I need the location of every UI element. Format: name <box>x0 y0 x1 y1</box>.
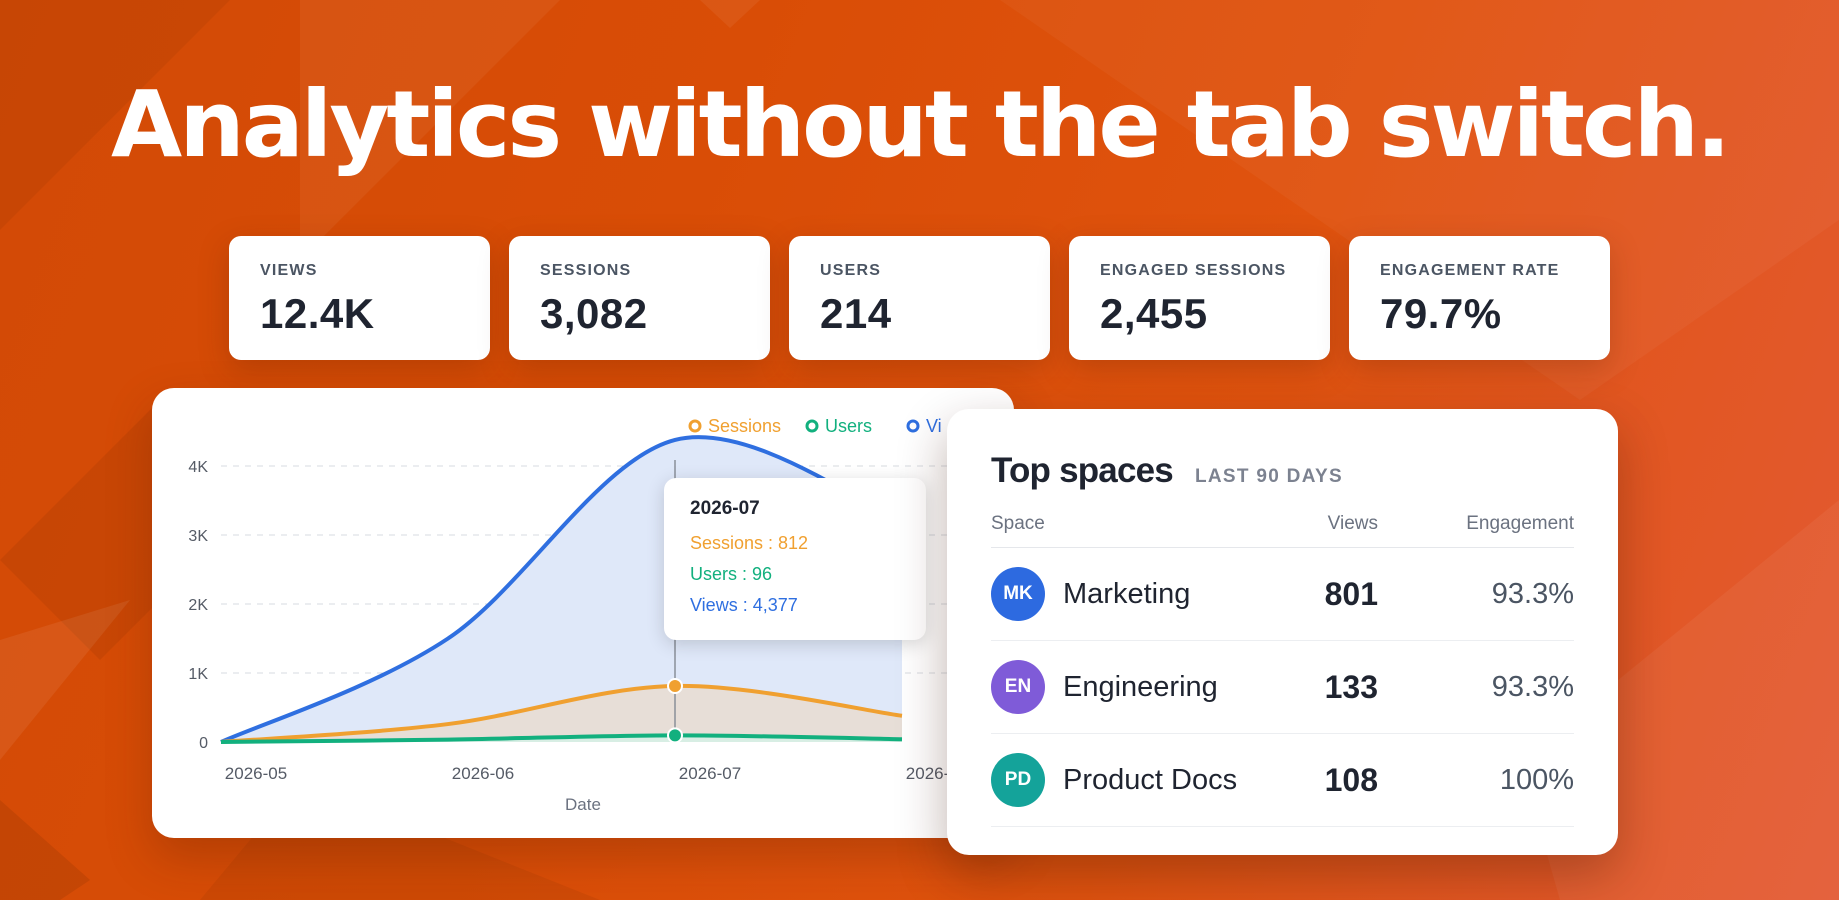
chart-tooltip: 2026-07 Sessions : 812 Users : 96 Views … <box>664 478 926 640</box>
y-tick-label: 1K <box>188 666 208 683</box>
stat-label: VIEWS <box>260 262 490 280</box>
legend-label: Vi <box>926 416 942 436</box>
top-spaces-subtitle: LAST 90 DAYS <box>1195 466 1343 488</box>
top-spaces-card: Top spaces LAST 90 DAYS Space Views Enga… <box>947 409 1618 855</box>
stat-card-engagement-rate: ENGAGEMENT RATE 79.7% <box>1349 236 1610 360</box>
point-sessions <box>668 679 682 693</box>
column-header-engagement[interactable]: Engagement <box>1378 513 1574 535</box>
tooltip-views: Views : 4,377 <box>690 595 926 616</box>
x-tick-label: 2026-07 <box>679 764 741 783</box>
stat-card-views: VIEWS 12.4K <box>229 236 490 360</box>
stat-label: ENGAGEMENT RATE <box>1380 262 1610 280</box>
table-header: Space Views Engagement <box>991 513 1574 548</box>
point-users <box>668 728 682 742</box>
stat-label: USERS <box>820 262 1050 280</box>
engagement-value: 100% <box>1378 764 1574 797</box>
legend-marker <box>690 421 700 431</box>
y-tick-label: 0 <box>199 735 208 752</box>
stat-value: 79.7% <box>1380 290 1610 338</box>
tooltip-sessions: Sessions : 812 <box>690 533 926 554</box>
y-tick-label: 4K <box>188 459 208 476</box>
column-header-space[interactable]: Space <box>991 513 1258 535</box>
stat-label: SESSIONS <box>540 262 770 280</box>
table-row[interactable]: PD Product Docs 108 100% <box>991 734 1574 827</box>
space-name: Marketing <box>1063 578 1190 611</box>
stat-label: ENGAGED SESSIONS <box>1100 262 1330 280</box>
views-value: 108 <box>1258 762 1378 799</box>
stat-card-engaged-sessions: ENGAGED SESSIONS 2,455 <box>1069 236 1330 360</box>
table-row[interactable]: EN Engineering 133 93.3% <box>991 641 1574 734</box>
views-value: 801 <box>1258 576 1378 613</box>
space-name: Engineering <box>1063 671 1218 704</box>
legend-label: Users <box>825 416 872 436</box>
stat-card-users: USERS 214 <box>789 236 1050 360</box>
engagement-value: 93.3% <box>1378 578 1574 611</box>
x-axis-label: Date <box>565 795 601 814</box>
views-value: 133 <box>1258 669 1378 706</box>
stat-value: 3,082 <box>540 290 770 338</box>
legend-label: Sessions <box>708 416 781 436</box>
engagement-value: 93.3% <box>1378 671 1574 704</box>
space-name: Product Docs <box>1063 764 1237 797</box>
table-row[interactable]: MK Marketing 801 93.3% <box>991 548 1574 641</box>
stat-value: 12.4K <box>260 290 490 338</box>
legend-marker <box>807 421 817 431</box>
avatar: MK <box>991 567 1045 621</box>
tooltip-title: 2026-07 <box>690 498 926 520</box>
stat-value: 2,455 <box>1100 290 1330 338</box>
headline: Analytics without the tab switch. <box>0 70 1839 180</box>
legend-marker <box>908 421 918 431</box>
stat-value: 214 <box>820 290 1050 338</box>
y-tick-label: 3K <box>188 528 208 545</box>
chart-card: 0 1K 2K 3K 4K 2026-05 2026-06 2026-07 2026-08 Dat… <box>152 388 1014 838</box>
x-tick-label: 2026-05 <box>225 764 287 783</box>
column-header-views[interactable]: Views <box>1258 513 1378 535</box>
tooltip-users: Users : 96 <box>690 564 926 585</box>
stat-card-sessions: SESSIONS 3,082 <box>509 236 770 360</box>
y-tick-label: 2K <box>188 597 208 614</box>
avatar: PD <box>991 753 1045 807</box>
avatar: EN <box>991 660 1045 714</box>
top-spaces-title: Top spaces <box>991 451 1173 491</box>
x-tick-label: 2026-06 <box>452 764 514 783</box>
